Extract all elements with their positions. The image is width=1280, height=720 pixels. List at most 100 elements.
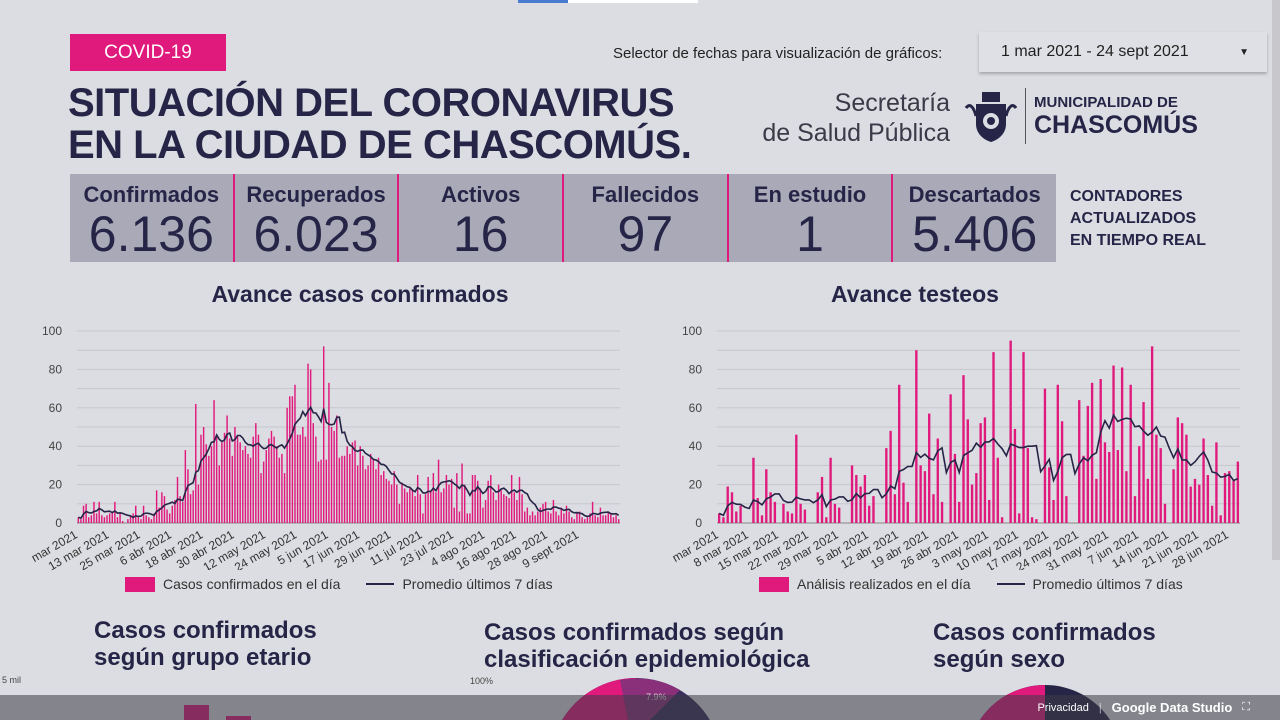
bar	[430, 490, 432, 523]
bar	[500, 490, 502, 523]
bar	[898, 384, 901, 523]
fullscreen-icon[interactable]: ⛶	[1242, 701, 1250, 713]
bar	[354, 440, 356, 523]
date-range-selector[interactable]: 1 mar 2021 - 24 sept 2021 ▼	[979, 32, 1267, 72]
bar	[1013, 428, 1017, 523]
bar	[906, 501, 909, 523]
bar	[437, 459, 440, 523]
bar	[192, 490, 194, 523]
bar	[320, 459, 322, 523]
counter-fallecidos: Fallecidos 97	[562, 174, 727, 262]
bar	[1108, 451, 1111, 523]
bar	[103, 517, 106, 523]
bar	[171, 505, 174, 523]
bar	[427, 476, 429, 523]
bar	[765, 469, 768, 523]
bar	[539, 507, 542, 523]
bar	[790, 513, 794, 523]
bar	[443, 488, 445, 523]
counter-value: 5.406	[912, 206, 1038, 262]
y-tick-label: 80	[49, 362, 63, 376]
bar	[184, 450, 187, 523]
y-tick-label: 0	[695, 516, 702, 530]
average-line	[78, 405, 620, 520]
bar	[359, 446, 361, 523]
bar	[1159, 448, 1162, 523]
bar	[111, 511, 113, 523]
bar	[503, 494, 505, 523]
bar	[1052, 499, 1055, 523]
bar	[174, 499, 176, 523]
bar	[607, 511, 609, 523]
bar	[769, 492, 772, 523]
bar	[249, 457, 252, 523]
bar	[975, 473, 978, 523]
bar	[487, 480, 489, 523]
bar	[735, 511, 738, 523]
privacy-link[interactable]: Privacidad	[1037, 701, 1089, 714]
bar	[377, 457, 380, 523]
bar	[208, 455, 210, 523]
bar	[1172, 469, 1175, 523]
bar	[953, 453, 957, 523]
bar	[799, 503, 802, 523]
bar	[291, 396, 294, 523]
bar	[949, 394, 952, 523]
bar	[490, 475, 492, 523]
chart-title-casos: Avance casos confirmados	[211, 281, 509, 307]
bar	[239, 442, 241, 523]
covid-badge: COVID-19	[70, 34, 226, 71]
bar	[187, 469, 189, 523]
bar	[820, 476, 824, 523]
bar	[730, 492, 734, 523]
bar	[1129, 384, 1132, 523]
etario-axis-top: 5 mil	[2, 675, 22, 685]
bar	[432, 473, 435, 523]
bar	[565, 505, 568, 523]
bar	[752, 457, 755, 523]
bar	[90, 515, 93, 523]
section-line: Casos confirmados	[94, 617, 317, 644]
section-line: según sexo	[933, 646, 1066, 673]
bar	[93, 501, 95, 523]
bar	[317, 461, 320, 523]
counters-note: CONTADORES ACTUALIZADOS EN TIEMPO REAL	[1070, 186, 1206, 252]
bar	[544, 501, 547, 523]
scrollbar[interactable]	[1272, 0, 1280, 560]
bar	[474, 475, 476, 523]
bar	[872, 496, 875, 523]
bar	[825, 517, 828, 523]
section-line: según grupo etario	[94, 644, 312, 671]
bar	[270, 430, 273, 523]
bar	[578, 511, 581, 523]
bar	[463, 484, 466, 523]
bar	[833, 503, 837, 523]
bar	[1219, 515, 1222, 523]
secretaria-line-2: de Salud Pública	[762, 119, 950, 147]
bar	[260, 473, 262, 523]
bar	[1078, 400, 1081, 523]
bar	[484, 499, 487, 523]
bar	[1103, 442, 1107, 523]
bar	[983, 417, 987, 523]
bar	[513, 492, 515, 523]
bar	[215, 436, 218, 523]
bar	[367, 465, 369, 523]
bar	[599, 507, 602, 523]
legend-label: Casos confirmados en el día	[163, 576, 341, 592]
google-data-studio-link[interactable]: Google Data Studio	[1111, 700, 1233, 715]
bar	[346, 446, 348, 523]
bar	[336, 415, 338, 523]
bar	[121, 521, 124, 523]
bar	[526, 507, 529, 523]
bar	[328, 382, 330, 523]
bar	[356, 465, 359, 523]
bar	[414, 496, 416, 523]
counter-label: Fallecidos	[591, 182, 700, 207]
bar	[1120, 367, 1124, 523]
bar	[1150, 346, 1154, 523]
bar	[341, 455, 343, 523]
bar	[795, 434, 798, 523]
